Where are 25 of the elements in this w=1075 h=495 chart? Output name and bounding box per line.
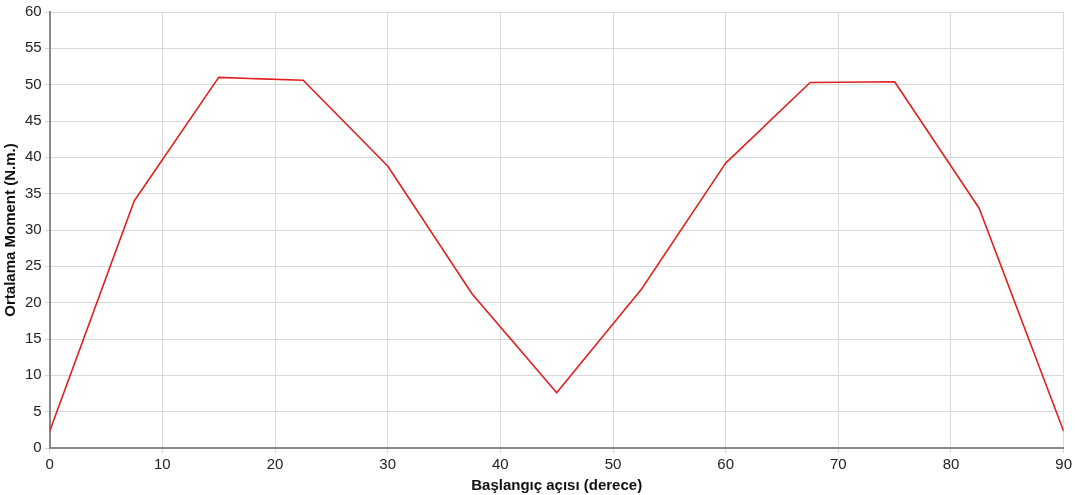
x-tick-label: 70 bbox=[829, 455, 847, 473]
y-tick-label: 35 bbox=[25, 183, 42, 201]
y-tick-label: 20 bbox=[25, 292, 42, 310]
y-tick-label: 30 bbox=[25, 220, 42, 238]
x-tick-label: 50 bbox=[604, 455, 622, 473]
y-tick-label: 25 bbox=[25, 256, 42, 274]
y-tick-label: 40 bbox=[25, 147, 42, 165]
y-tick-label: 10 bbox=[25, 365, 42, 383]
y-tick-label: 5 bbox=[33, 401, 42, 419]
x-axis-title: Başlangıç açısı (derece) bbox=[471, 476, 643, 494]
x-tick-label: 0 bbox=[45, 455, 54, 473]
y-tick-label: 55 bbox=[25, 38, 42, 56]
x-tick-label: 20 bbox=[266, 455, 284, 473]
x-tick-label: 10 bbox=[154, 455, 171, 473]
y-tick-label: 45 bbox=[25, 111, 42, 129]
x-tick-label: 60 bbox=[717, 455, 735, 473]
y-tick-label: 0 bbox=[33, 438, 42, 456]
y-tick-label: 15 bbox=[25, 329, 42, 347]
x-tick-label: 30 bbox=[379, 455, 397, 473]
y-tick-label: 50 bbox=[25, 74, 42, 92]
y-tick-label: 60 bbox=[25, 2, 42, 20]
x-tick-label: 80 bbox=[942, 455, 960, 473]
y-axis-title: Ortalama Moment (N.m.) bbox=[1, 143, 19, 317]
x-tick-label: 40 bbox=[492, 455, 509, 473]
x-tick-label: 90 bbox=[1055, 455, 1072, 473]
